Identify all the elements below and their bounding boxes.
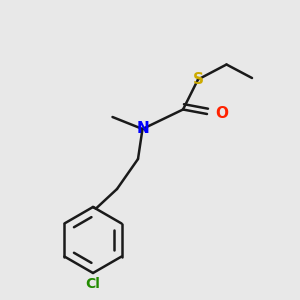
Text: Cl: Cl (85, 278, 100, 292)
Text: O: O (215, 106, 228, 121)
Text: S: S (193, 72, 203, 87)
Text: N: N (136, 122, 149, 136)
